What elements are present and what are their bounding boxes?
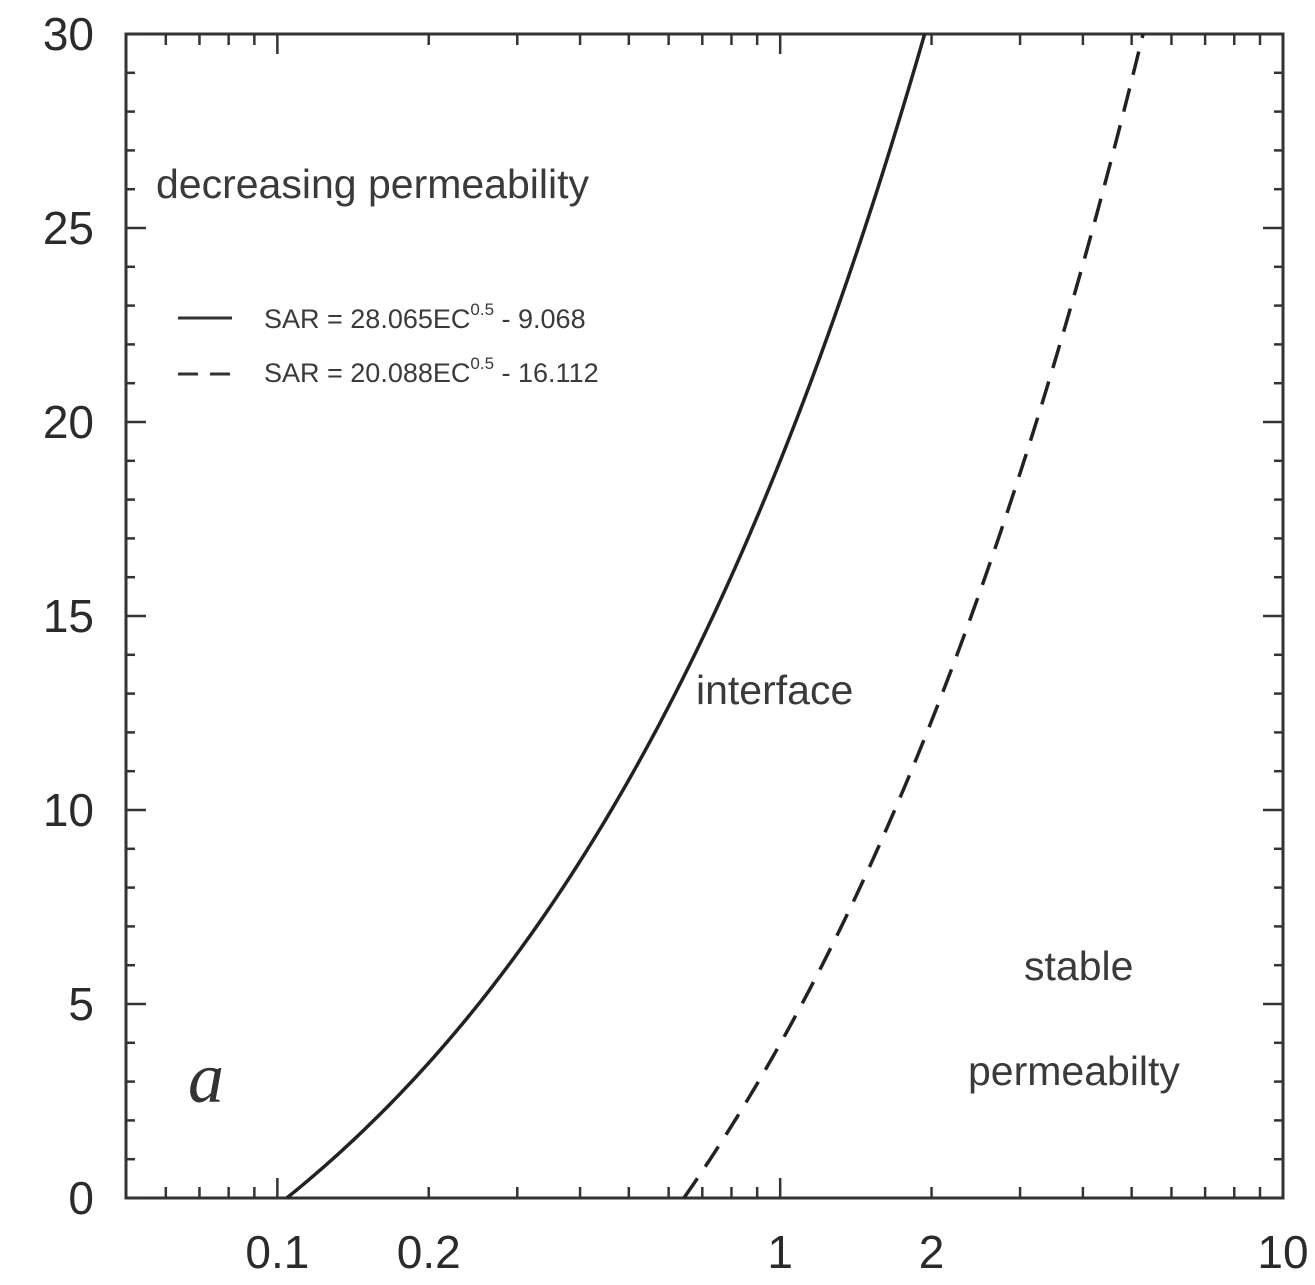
region-label-decreasing: decreasing permeability (156, 161, 590, 207)
region-label-interface: interface (696, 667, 853, 713)
legend-label-dashed: SAR = 20.088EC0.5 - 16.112 (264, 354, 599, 388)
y-tick-label: 25 (43, 202, 94, 254)
y-tick-label: 5 (68, 978, 94, 1030)
y-tick-label: 15 (43, 590, 94, 642)
series-line-dashed (682, 33, 1145, 1200)
legend-label-solid-main: SAR = 28.065EC (264, 304, 470, 334)
plot-frame (124, 32, 1285, 1200)
legend-label-solid-suffix: - 9.068 (494, 304, 586, 334)
legend-label-dashed-suffix: - 16.112 (494, 358, 599, 388)
legend: SAR = 28.065EC0.5 - 9.068 SAR = 20.088EC… (178, 300, 599, 388)
y-tick-label: 20 (43, 396, 94, 448)
legend-label-dashed-exp: 0.5 (470, 354, 494, 373)
x-tick-label: 1 (767, 1226, 793, 1278)
curves (285, 33, 1145, 1200)
x-tick-label: 10 (1257, 1226, 1308, 1278)
region-label-stable: stable (1024, 943, 1133, 989)
x-tick-label: 2 (919, 1226, 945, 1278)
y-tick-label: 0 (68, 1172, 94, 1224)
region-label-permeabilty: permeabilty (968, 1048, 1180, 1094)
legend-label-solid-exp: 0.5 (470, 300, 494, 319)
axis-ticks (124, 32, 1283, 1200)
y-tick-label: 30 (43, 8, 94, 60)
legend-label-solid: SAR = 28.065EC0.5 - 9.068 (264, 300, 586, 334)
series-line-solid (285, 33, 927, 1200)
x-tick-label: 0.2 (397, 1226, 461, 1278)
panel-label: a (188, 1038, 224, 1118)
y-tick-label: 10 (43, 784, 94, 836)
axis-tick-labels: 0.1 0.2 1 2 10 0 5 10 15 20 25 30 (43, 8, 1309, 1278)
legend-label-dashed-main: SAR = 20.088EC (264, 358, 470, 388)
x-tick-label: 0.1 (245, 1226, 309, 1278)
